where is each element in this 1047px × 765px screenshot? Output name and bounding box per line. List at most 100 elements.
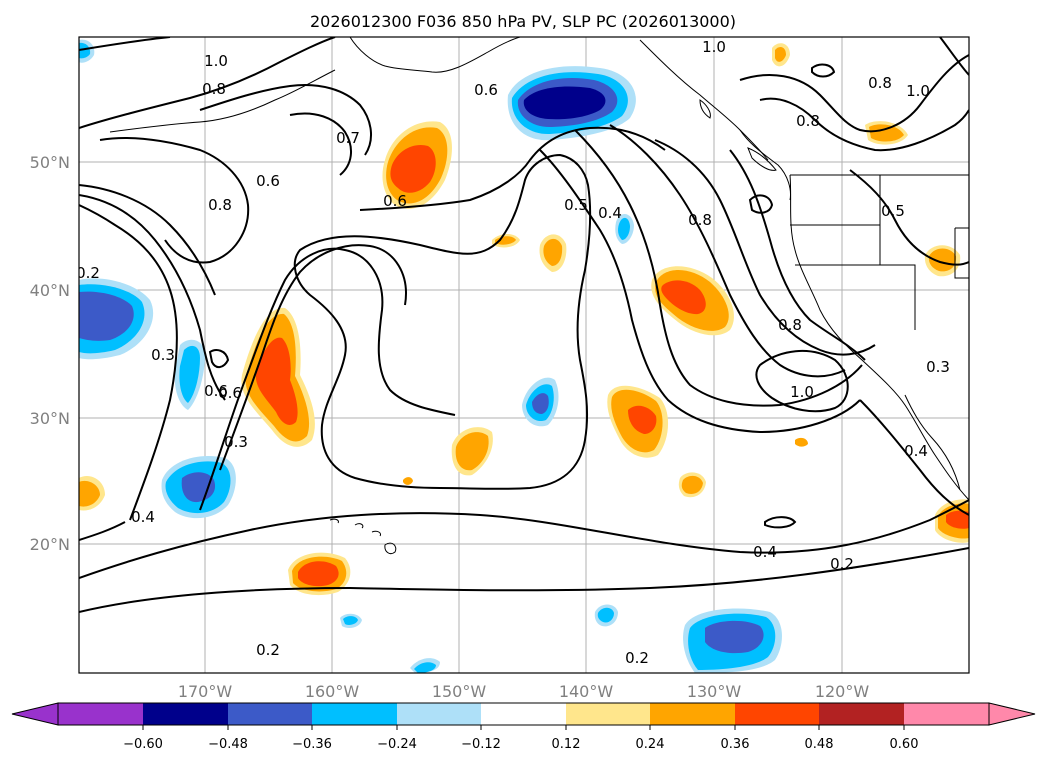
colorbar-tick-label: 0.12 <box>552 737 581 752</box>
blob-12n-132w <box>683 608 782 673</box>
contour-0.8-nw <box>99 137 250 264</box>
contour-0.6-north <box>199 84 372 156</box>
contour-label: 0.8 <box>688 211 712 229</box>
colorbar-segment <box>143 703 228 725</box>
contour-label: 0.4 <box>598 204 622 222</box>
contour-central-closed <box>293 153 592 490</box>
contour-0.4-mid <box>219 244 407 471</box>
contour-label: 0.6 <box>256 172 280 190</box>
colorbar-tick-label: −0.12 <box>461 737 501 752</box>
contour-label: 0.2 <box>256 641 280 659</box>
contour-high-ring-1 <box>755 349 849 413</box>
colorbar-tick-label: 0.60 <box>890 737 919 752</box>
contour-label: 1.0 <box>790 383 814 401</box>
contour-closed-small-2 <box>811 63 836 78</box>
contour-label: 0.2 <box>76 264 100 282</box>
pv-positive-anomalies <box>79 43 969 596</box>
contour-label: 1.0 <box>906 82 930 100</box>
contour-0.3-mid <box>199 247 456 511</box>
contour-label: 0.3 <box>151 346 175 364</box>
colorbar-segment <box>650 703 735 725</box>
colorbar-tick-label: −0.24 <box>377 737 417 752</box>
contour-1.0-ne <box>739 54 969 133</box>
contour-label: 0.3 <box>224 433 248 451</box>
colorbar-segment <box>819 703 904 725</box>
colorbar-segment <box>566 703 650 725</box>
colorbar-segment <box>397 703 481 725</box>
longitude-labels: 170°W 160°W 150°W 140°W 130°W 120°W <box>178 682 870 701</box>
blob-small-blues <box>79 39 618 673</box>
contour-0.2-south <box>79 547 969 613</box>
contour-label: 0.3 <box>926 358 950 376</box>
lat-label-30n: 30°N <box>30 409 70 428</box>
hawaii-islands <box>329 518 397 555</box>
contour-label: 1.0 <box>702 38 726 56</box>
lon-label-170w: 170°W <box>178 682 233 701</box>
lon-label-140w: 140°W <box>559 682 614 701</box>
lon-label-160w: 160°W <box>305 682 360 701</box>
lat-label-20n: 20°N <box>30 535 70 554</box>
contour-0.7-north <box>289 112 352 176</box>
blob-35n-172w <box>174 339 205 410</box>
contour-0.2-north-edge <box>79 37 171 51</box>
contour-label: 0.2 <box>830 555 854 573</box>
contour-label: 0.6 <box>474 81 498 99</box>
alaska-panhandle <box>639 39 769 161</box>
colorbar-tick-label: 0.48 <box>805 737 834 752</box>
aleutian-chain <box>109 69 336 133</box>
colorbar-segment <box>735 703 819 725</box>
lat-label-40n: 40°N <box>30 281 70 300</box>
contour-1.0-nw <box>79 37 336 129</box>
contour-label: 0.8 <box>208 196 232 214</box>
colorbar-ticks <box>142 725 905 730</box>
contour-0.8-ne <box>729 149 866 361</box>
blob-44n-137w <box>615 214 634 244</box>
contour-label: 0.8 <box>202 80 226 98</box>
slp-contours <box>79 37 969 613</box>
contour-0.3-west <box>79 204 178 521</box>
colorbar-tick-label: 0.36 <box>721 737 750 752</box>
contour-0.3-edge-sw <box>79 521 126 541</box>
colorbar: −0.60 −0.48 −0.36 −0.24 −0.12 0.12 0.24 … <box>11 702 1036 752</box>
contour-label: 0.6 <box>218 384 242 402</box>
contour-0.4-trough <box>574 129 863 407</box>
contour-label: 0.8 <box>778 316 802 334</box>
contour-label: 0.5 <box>564 196 588 214</box>
blob-25n-170w <box>161 456 236 519</box>
contour-labels: 1.0 0.8 0.6 0.7 0.6 0.8 0.6 0.6 0.5 0.4 … <box>76 38 950 667</box>
contour-label: 1.0 <box>204 52 228 70</box>
state-border-east <box>954 227 969 279</box>
blob-gulf-of-alaska <box>507 66 636 141</box>
colorbar-tick-label: −0.36 <box>292 737 332 752</box>
coastlines <box>109 37 969 555</box>
lon-label-130w: 130°W <box>687 682 742 701</box>
contour-0.5-ne <box>849 169 969 266</box>
lon-label-120w: 120°W <box>815 682 870 701</box>
contour-closed-small-4 <box>208 349 230 368</box>
contour-label: 0.4 <box>904 442 928 460</box>
pv-negative-anomalies <box>79 39 782 673</box>
contour-label: 0.7 <box>336 129 360 147</box>
colorbar-tick-label: 0.24 <box>636 737 665 752</box>
colorbar-segment <box>481 703 566 725</box>
map-panel: 1.0 0.8 0.6 0.7 0.6 0.8 0.6 0.6 0.5 0.4 … <box>76 36 970 674</box>
blob-28n-150w <box>451 427 493 476</box>
contour-0.8-trough <box>609 124 846 378</box>
blob-39n-131w <box>651 266 734 336</box>
contour-label: 0.8 <box>868 74 892 92</box>
contour-label: 0.6 <box>383 192 407 210</box>
contour-label: 0.2 <box>625 649 649 667</box>
colorbar-segment <box>228 703 312 725</box>
blob-50n-157w <box>382 121 452 209</box>
baja-california <box>904 394 961 491</box>
lat-label-50n: 50°N <box>30 153 70 172</box>
colorbar-over-triangle <box>988 702 1036 726</box>
contour-0.2-east <box>859 399 969 516</box>
blob-west-edge-40n <box>79 278 154 360</box>
latitude-labels: 50°N 40°N 30°N 20°N <box>30 153 70 554</box>
contour-closed-small-3 <box>764 516 797 529</box>
contour-label: 0.4 <box>131 508 155 526</box>
blob-18n-161w <box>288 552 351 596</box>
blob-30n-135w <box>607 385 669 458</box>
